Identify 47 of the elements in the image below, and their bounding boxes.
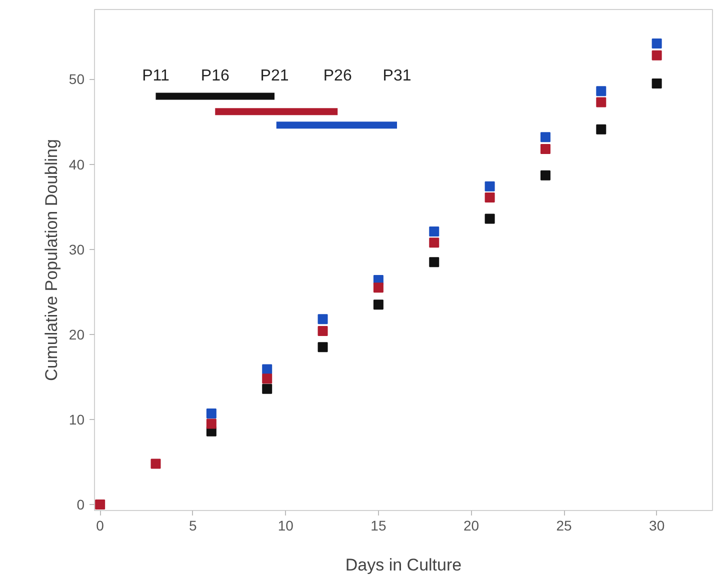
point [95,500,106,510]
annotation: P11 [142,67,170,84]
point [652,38,662,49]
y-tick-label: 10 [68,411,85,428]
x-tick-label: 20 [463,518,480,534]
point [429,238,440,248]
point [262,384,272,394]
y-tick-label: 50 [68,71,85,88]
point [206,408,216,419]
y-tick-label: 0 [76,496,85,513]
point [262,374,272,384]
point [484,214,495,224]
annotation: P16 [200,67,230,84]
point [318,326,328,336]
point [429,257,440,268]
point [596,86,606,96]
x-tick-label: 5 [188,518,197,534]
y-tick-label: 20 [68,326,85,342]
annotation: P21 [260,67,289,84]
point [262,364,272,374]
point [652,78,662,88]
point [150,458,161,469]
point [652,50,662,60]
point [484,181,495,192]
x-tick-label: 10 [278,518,294,534]
point [540,132,550,142]
x-tick-label: 25 [556,518,572,534]
y-axis-title: Cumulative Population Doubling [42,139,61,381]
x-tick-label: 0 [96,518,104,534]
annotation: P31 [382,67,412,84]
annotation: P26 [323,67,352,84]
point [596,124,606,134]
point [596,97,606,108]
x-tick-label: 30 [649,518,665,534]
y-tick-label: 30 [68,241,85,258]
point [540,144,550,154]
point [373,300,384,310]
point [540,170,550,180]
point [318,342,328,352]
point [318,314,328,324]
point [429,226,440,237]
point [373,282,384,293]
y-tick-label: 40 [68,156,85,172]
point [206,418,216,429]
x-axis-title: Days in Culture [345,556,462,574]
x-tick-label: 15 [370,518,386,534]
point [484,192,495,202]
